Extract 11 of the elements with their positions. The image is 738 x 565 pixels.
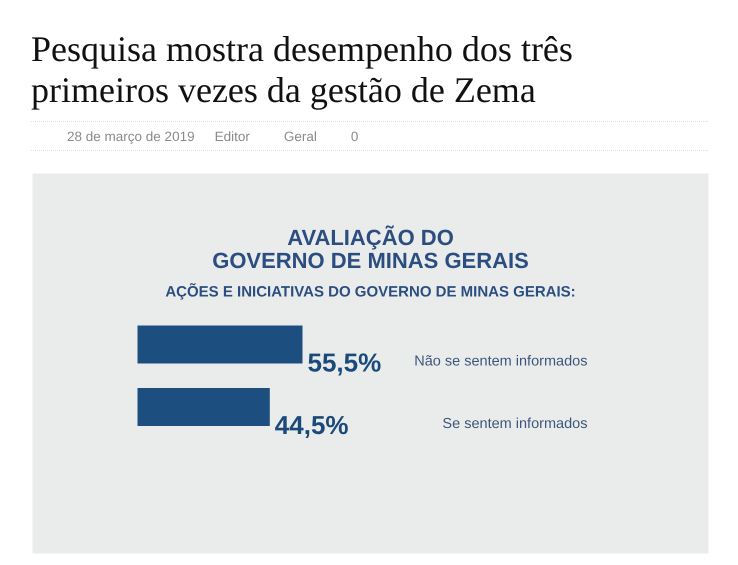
text: 0 (350, 129, 358, 144)
text: Geral (284, 129, 317, 144)
data-label: 55,5% (308, 348, 382, 378)
text: Pesquisa mostra desempenho dos três primeiros vezes da gestão de Zema (31, 29, 574, 111)
text: AVALIAÇÃO DO GOVERNO DE MINAS GERAIS (212, 225, 529, 273)
data-label: 44,5% (274, 410, 349, 440)
text: 28 de março de 2019 (67, 129, 195, 144)
y-tick-label: Não se sentem informados (414, 354, 588, 370)
y-tick-label: Se sentem informados (442, 416, 588, 432)
text: AÇÕES E INICIATIVAS DO GOVERNO DE MINAS GERAIS: (165, 282, 576, 300)
text: Editor (214, 129, 250, 144)
